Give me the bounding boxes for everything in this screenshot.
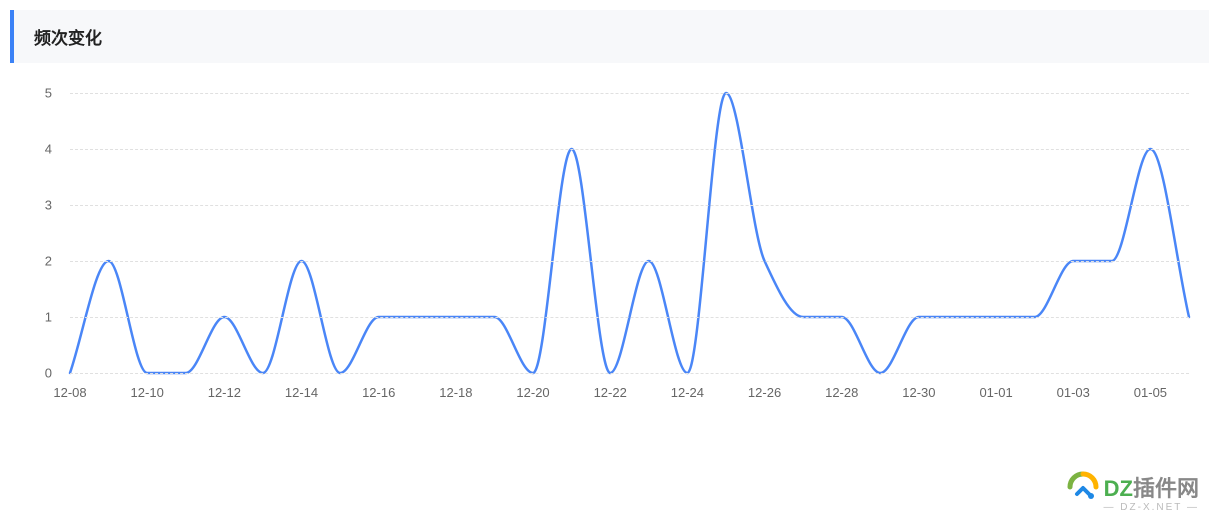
x-tick-label: 12-18	[439, 385, 472, 400]
x-tick-label: 12-28	[825, 385, 858, 400]
x-tick-label: 01-05	[1134, 385, 1167, 400]
frequency-chart: 012345 12-0812-1012-1212-1412-1612-1812-…	[30, 93, 1189, 433]
watermark-main: DZ插件网	[1066, 470, 1199, 504]
x-tick-label: 12-12	[208, 385, 241, 400]
watermark-logo-icon	[1066, 470, 1100, 504]
grid-line	[70, 149, 1189, 150]
data-line	[70, 93, 1189, 373]
section-title: 频次变化	[34, 29, 102, 48]
x-tick-label: 12-24	[671, 385, 704, 400]
watermark-suffix: 插件网	[1133, 476, 1199, 501]
y-tick-label: 1	[45, 310, 52, 325]
watermark-prefix: DZ	[1104, 476, 1133, 501]
grid-line	[70, 317, 1189, 318]
x-tick-label: 12-30	[902, 385, 935, 400]
grid-line	[70, 205, 1189, 206]
grid-line	[70, 373, 1189, 374]
line-path-svg	[70, 93, 1189, 373]
y-tick-label: 4	[45, 142, 52, 157]
x-tick-label: 12-14	[285, 385, 318, 400]
y-tick-label: 2	[45, 254, 52, 269]
watermark-text: DZ插件网	[1104, 471, 1199, 503]
y-tick-label: 0	[45, 366, 52, 381]
x-tick-label: 12-22	[594, 385, 627, 400]
section-header: 频次变化	[10, 10, 1209, 63]
y-axis: 012345	[30, 93, 60, 373]
y-tick-label: 5	[45, 86, 52, 101]
watermark: DZ插件网 — DZ-X.NET —	[1066, 470, 1199, 513]
x-tick-label: 01-03	[1057, 385, 1090, 400]
grid-line	[70, 261, 1189, 262]
x-tick-label: 01-01	[979, 385, 1012, 400]
x-axis: 12-0812-1012-1212-1412-1612-1812-2012-22…	[70, 385, 1189, 415]
grid-line	[70, 93, 1189, 94]
watermark-subtitle: — DZ-X.NET —	[1104, 502, 1199, 513]
plot-area	[70, 93, 1189, 373]
x-tick-label: 12-16	[362, 385, 395, 400]
x-tick-label: 12-20	[516, 385, 549, 400]
x-tick-label: 12-08	[53, 385, 86, 400]
x-tick-label: 12-10	[131, 385, 164, 400]
x-tick-label: 12-26	[748, 385, 781, 400]
y-tick-label: 3	[45, 198, 52, 213]
